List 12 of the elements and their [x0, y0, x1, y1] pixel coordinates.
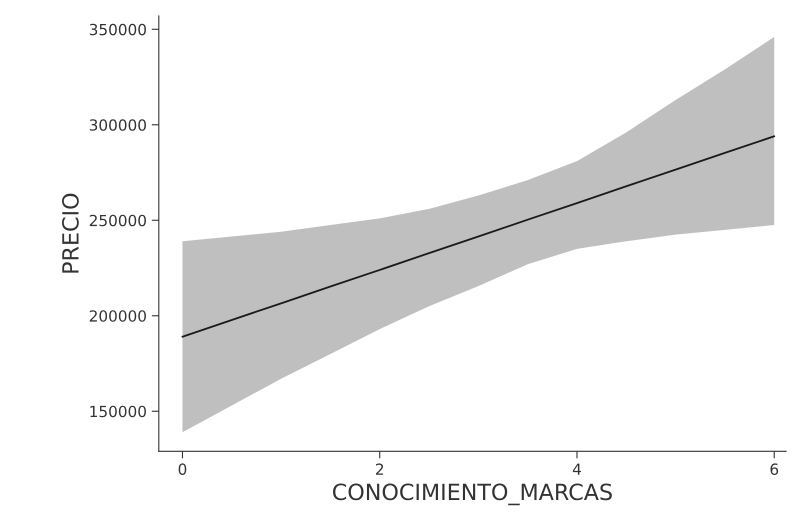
y-tick-label: 350000 — [90, 24, 146, 36]
x-tick-label: 2 — [376, 463, 384, 475]
y-tick-label: 300000 — [90, 119, 146, 131]
y-tick-label: 200000 — [90, 310, 146, 322]
x-tick-label: 4 — [572, 464, 581, 475]
y-tick-label: 150000 — [90, 406, 146, 418]
y-tick-label: 250000 — [90, 214, 146, 226]
line-series — [182, 135, 776, 338]
x-axis-title: CONOCIMIENTO_MARCAS — [333, 483, 612, 506]
y-axis-title: PRECIO — [62, 194, 79, 273]
x-tick-label: 6 — [770, 463, 778, 475]
x-tick-label: 0 — [178, 463, 186, 475]
